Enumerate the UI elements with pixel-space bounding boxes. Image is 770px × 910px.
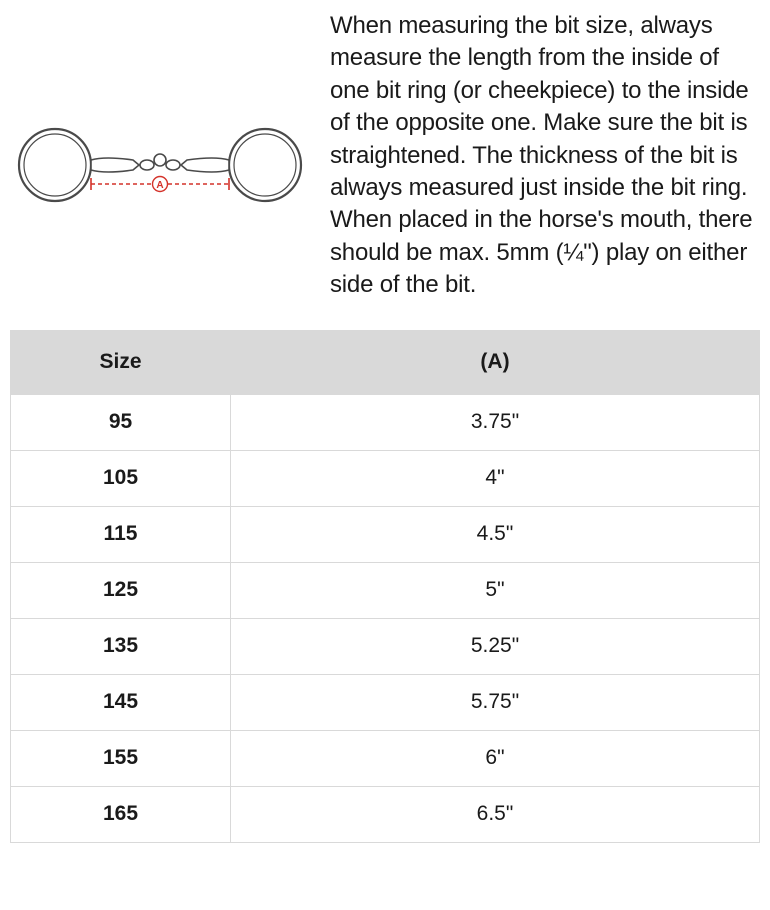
size-cell: 125 [11, 562, 231, 618]
table-row: 1355.25" [11, 618, 760, 674]
size-table: Size (A) 953.75"1054"1154.5"1255"1355.25… [10, 330, 760, 843]
measurement-cell: 5" [231, 562, 760, 618]
size-cell: 105 [11, 450, 231, 506]
measurement-cell: 4" [231, 450, 760, 506]
bit-diagram-svg: A [15, 110, 305, 220]
table-row: 1054" [11, 450, 760, 506]
size-table-body: 953.75"1054"1154.5"1255"1355.25"1455.75"… [11, 394, 760, 842]
measurement-cell: 4.5" [231, 506, 760, 562]
size-cell: 165 [11, 786, 231, 842]
size-cell: 95 [11, 394, 231, 450]
measurement-cell: 5.75" [231, 674, 760, 730]
table-row: 1154.5" [11, 506, 760, 562]
measurement-cell: 5.25" [231, 618, 760, 674]
table-row: 953.75" [11, 394, 760, 450]
col-header-a: (A) [231, 330, 760, 394]
size-cell: 155 [11, 730, 231, 786]
measurement-cell: 3.75" [231, 394, 760, 450]
measurement-cell: 6" [231, 730, 760, 786]
measurement-cell: 6.5" [231, 786, 760, 842]
table-header-row: Size (A) [11, 330, 760, 394]
table-row: 1455.75" [11, 674, 760, 730]
size-cell: 115 [11, 506, 231, 562]
table-row: 1255" [11, 562, 760, 618]
instruction-text: When measuring the bit size, always meas… [330, 10, 760, 302]
table-row: 1556" [11, 730, 760, 786]
col-header-size: Size [11, 330, 231, 394]
diagram-label: A [156, 180, 163, 191]
size-cell: 135 [11, 618, 231, 674]
table-row: 1656.5" [11, 786, 760, 842]
size-cell: 145 [11, 674, 231, 730]
intro-row: A When measuring the bit size, always me… [10, 10, 760, 302]
bit-diagram: A [10, 10, 310, 220]
